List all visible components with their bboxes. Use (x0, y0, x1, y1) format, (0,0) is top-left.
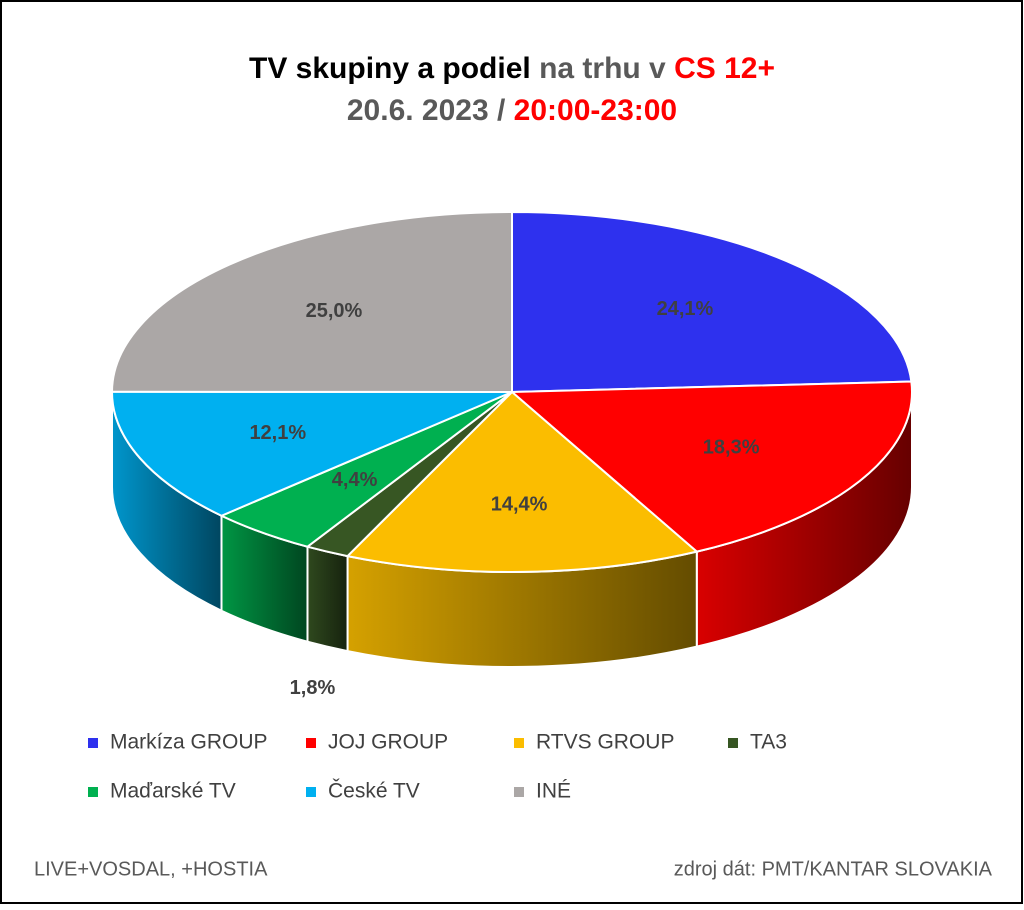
legend-swatch (306, 787, 316, 797)
data-labels: 24,1% 18,3% 14,4% 1,8% 4,4% 12,1% 25,0% (249, 298, 759, 699)
legend: Markíza GROUP JOJ GROUP RTVS GROUP TA3 Maďar… (88, 731, 787, 803)
slice (110, 390, 513, 517)
data-label: 18,3% (703, 436, 760, 458)
data-label: 1,8% (290, 677, 336, 699)
note: zdroj dát: PMT/KANTAR SLOVAKIA (674, 858, 993, 880)
note: LIVE+VOSDAL, +HOSTIA (34, 858, 268, 880)
legend-swatch (728, 738, 738, 748)
legend-swatch (88, 787, 98, 797)
legend-swatch (514, 787, 524, 797)
pie-tops (110, 210, 913, 573)
legend-swatch (88, 738, 98, 748)
data-label: 14,4% (491, 494, 548, 516)
data-label: 24,1% (657, 298, 714, 320)
title-part: CS 12+ (674, 52, 775, 85)
chart-title: TV skupiny a podiel na trhu v CS 12+ (249, 52, 775, 85)
data-label: 4,4% (332, 469, 378, 491)
data-label: 12,1% (249, 422, 306, 444)
subtitle-part: 20:00-23:00 (514, 94, 677, 127)
subtitle-part: 20.6. 2023 / (347, 94, 506, 127)
title-part: na trhu v (539, 52, 666, 85)
legend-swatch (306, 738, 316, 748)
data-label: 25,0% (306, 300, 363, 322)
legend-label: TA3 (750, 731, 787, 754)
slice-side (306, 545, 349, 653)
slice (345, 390, 699, 573)
legend-label: České TV (328, 780, 420, 803)
legend-swatch (514, 738, 524, 748)
legend-label: INÉ (536, 780, 571, 803)
legend-label: JOJ GROUP (328, 731, 448, 754)
slice (509, 380, 913, 553)
legend-label: Maďarské TV (110, 780, 236, 803)
chart-subtitle: 20.6. 2023 / 20:00-23:00 (347, 94, 677, 127)
title-part: TV skupiny a podiel (249, 52, 531, 85)
slice (110, 210, 513, 394)
legend-label: RTVS GROUP (536, 731, 674, 754)
slice (511, 210, 913, 394)
legend-label: Markíza GROUP (110, 731, 268, 754)
